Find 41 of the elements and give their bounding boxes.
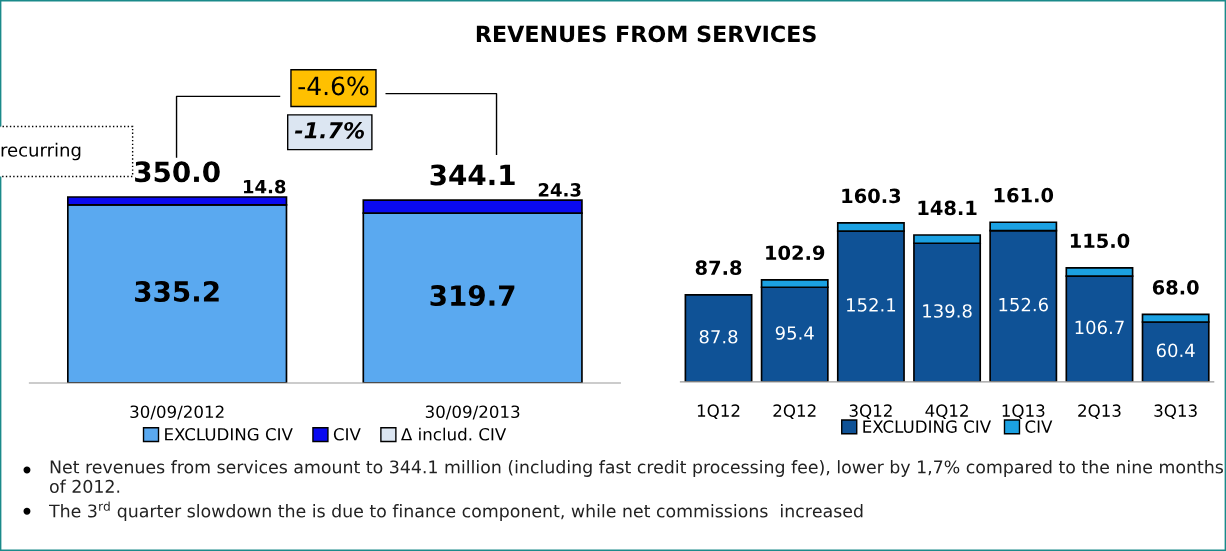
total-label: 148.1 (918, 200, 977, 216)
data-label: 319.7 (430, 285, 515, 307)
legend-label: EXCLUDING CIV (863, 420, 992, 433)
text: Δ includ. CIV (401, 427, 507, 441)
x-tick-label: 2Q12 (773, 404, 816, 419)
data-label: 152.6 (999, 297, 1048, 312)
x-tick-label: 30/09/2013 (425, 405, 520, 420)
data-label: 14.8 (243, 179, 286, 194)
legend-label: CIV (1025, 420, 1053, 433)
text: recurring (1, 142, 81, 161)
total-label: 115.0 (1070, 233, 1130, 249)
total-label: 160.3 (842, 188, 901, 204)
x-tick-label: 3Q13 (1154, 404, 1197, 419)
x-tick-label: 1Q12 (697, 404, 740, 419)
data-label: 335.2 (135, 280, 219, 302)
data-label: 95.4 (775, 326, 814, 340)
total-label: 161.0 (994, 187, 1054, 203)
total-label: 68.0 (1152, 280, 1199, 295)
total-label: 87.8 (695, 260, 742, 276)
x-tick-label: 30/09/2012 (130, 405, 224, 420)
data-label: 24.3 (538, 183, 581, 197)
legend-label: EXCLUDING CIV (165, 428, 293, 441)
data-label: 152.1 (847, 298, 896, 312)
bar (684, 293, 753, 382)
text: Net revenues from services amount to 344.1 million (including fast credit processing fee), lower by 1,7% compared to the nine months of 2012. (50, 460, 1223, 493)
text: -1.7% (294, 121, 364, 139)
data-label: 87.8 (699, 329, 738, 344)
total-label: 102.9 (766, 245, 825, 261)
x-tick-label: 1Q13 (1002, 404, 1045, 419)
total-label: 344.1 (430, 164, 515, 186)
data-label: 60.4 (1156, 343, 1195, 358)
data-label: 106.7 (1075, 320, 1124, 335)
total-label: 350.0 (135, 161, 220, 183)
chart-title: REVENUES FROM SERVICES (476, 25, 816, 43)
legend-label: CIV (333, 428, 361, 441)
text: The 3$^{rd}$ quarter slowdown the is due to finance component, while net commissions increased (48, 501, 863, 521)
data-label: 139.8 (923, 304, 972, 318)
x-tick-label: 3Q12 (849, 404, 892, 419)
text: -4.6% (298, 76, 369, 96)
x-tick-label: 2Q13 (1078, 404, 1121, 419)
x-tick-label: 4Q12 (925, 404, 968, 419)
